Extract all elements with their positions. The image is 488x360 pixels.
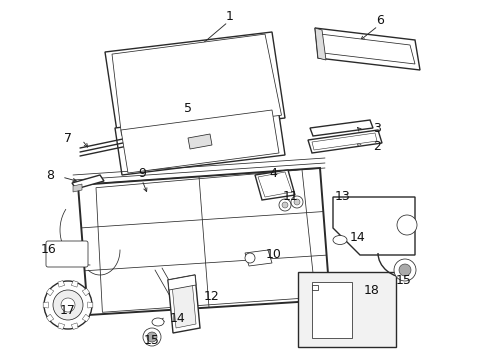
Polygon shape: [71, 280, 78, 287]
Polygon shape: [73, 184, 82, 192]
Polygon shape: [58, 280, 64, 287]
Polygon shape: [314, 28, 325, 60]
Polygon shape: [168, 275, 200, 333]
Circle shape: [293, 199, 299, 205]
Circle shape: [290, 196, 303, 208]
Text: 15: 15: [143, 333, 160, 346]
Polygon shape: [311, 285, 317, 290]
Polygon shape: [58, 323, 64, 329]
Text: 16: 16: [40, 243, 56, 256]
Text: 11: 11: [282, 189, 297, 202]
Polygon shape: [244, 250, 271, 266]
Polygon shape: [121, 110, 279, 173]
Polygon shape: [43, 302, 48, 308]
Polygon shape: [258, 172, 291, 197]
Text: 1: 1: [225, 9, 233, 23]
Circle shape: [282, 202, 287, 208]
Circle shape: [396, 215, 416, 235]
Text: 13: 13: [334, 189, 350, 202]
Polygon shape: [307, 130, 381, 153]
Bar: [297, 272, 395, 347]
Text: 9: 9: [138, 166, 145, 180]
Polygon shape: [187, 134, 212, 149]
Polygon shape: [115, 108, 285, 175]
Circle shape: [244, 253, 254, 263]
Polygon shape: [82, 288, 89, 296]
Polygon shape: [96, 170, 315, 312]
Text: 5: 5: [183, 102, 192, 114]
Circle shape: [398, 264, 410, 276]
Polygon shape: [46, 288, 54, 296]
Circle shape: [147, 332, 157, 342]
Polygon shape: [82, 314, 89, 321]
Polygon shape: [71, 323, 78, 329]
Ellipse shape: [332, 235, 346, 244]
Polygon shape: [309, 120, 372, 136]
Polygon shape: [332, 197, 414, 255]
Ellipse shape: [152, 318, 163, 326]
Text: 17: 17: [60, 303, 76, 316]
Text: 12: 12: [203, 291, 219, 303]
Text: 14: 14: [349, 230, 365, 243]
Text: 3: 3: [372, 122, 380, 135]
Polygon shape: [46, 314, 54, 321]
Text: 7: 7: [64, 131, 72, 144]
Polygon shape: [311, 282, 351, 338]
Polygon shape: [78, 168, 329, 315]
Polygon shape: [105, 32, 285, 138]
Polygon shape: [112, 34, 281, 135]
Circle shape: [279, 199, 290, 211]
Text: 10: 10: [265, 248, 281, 261]
Text: 14: 14: [170, 312, 185, 325]
Polygon shape: [172, 280, 196, 328]
Text: 2: 2: [372, 140, 380, 153]
Text: 18: 18: [363, 284, 379, 297]
Circle shape: [53, 290, 83, 320]
Circle shape: [393, 259, 415, 281]
Text: 6: 6: [375, 14, 383, 27]
Circle shape: [61, 298, 75, 312]
Polygon shape: [72, 175, 104, 189]
Text: 8: 8: [46, 168, 54, 181]
Polygon shape: [311, 133, 376, 150]
Polygon shape: [168, 275, 196, 290]
Circle shape: [44, 281, 92, 329]
Polygon shape: [87, 302, 93, 308]
Polygon shape: [319, 34, 414, 64]
Polygon shape: [254, 170, 294, 200]
Text: 4: 4: [268, 166, 276, 180]
Text: 15: 15: [395, 274, 411, 287]
FancyBboxPatch shape: [46, 241, 88, 267]
Polygon shape: [314, 28, 419, 70]
Circle shape: [142, 328, 161, 346]
